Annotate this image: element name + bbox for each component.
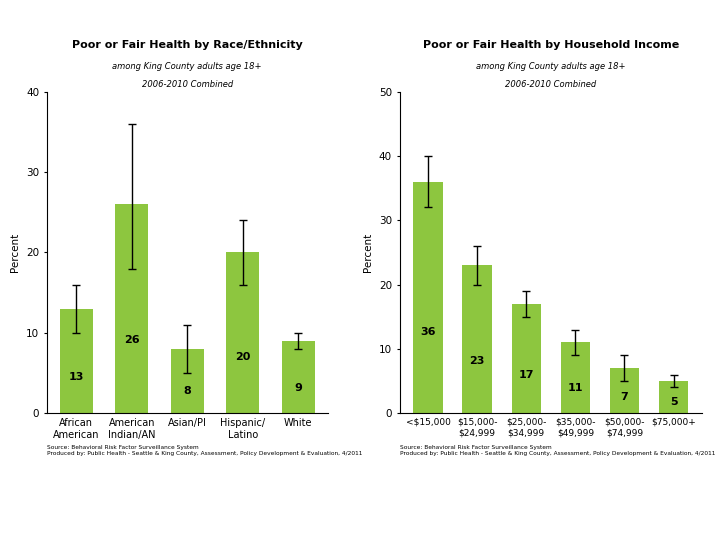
Bar	[659, 381, 688, 413]
Y-axis label: Percent: Percent	[364, 233, 373, 272]
Bar	[413, 182, 443, 413]
Text: 13: 13	[68, 372, 84, 382]
Bar	[610, 368, 639, 413]
Text: 2006-2010 Combined: 2006-2010 Combined	[142, 79, 233, 89]
Bar	[511, 304, 541, 413]
Text: among King County adults age 18+: among King County adults age 18+	[112, 62, 262, 71]
Text: 7: 7	[621, 393, 629, 402]
Text: Poor or Fair Health by Race/Ethnicity: Poor or Fair Health by Race/Ethnicity	[72, 40, 302, 50]
Bar	[171, 349, 204, 413]
Y-axis label: Percent: Percent	[11, 233, 20, 272]
Text: Source: Behavioral Risk Factor Surveillance System
Produced by: Public Health - : Source: Behavioral Risk Factor Surveilla…	[47, 446, 362, 456]
Text: Inequities by Race and Income: Inequities by Race and Income	[13, 23, 374, 43]
Text: among King County adults age 18+: among King County adults age 18+	[476, 62, 626, 71]
Text: 5: 5	[670, 397, 678, 407]
Text: 36: 36	[420, 327, 436, 337]
Text: 8: 8	[184, 386, 191, 396]
Text: 26: 26	[124, 335, 140, 345]
Bar	[462, 265, 492, 413]
Text: 20: 20	[235, 352, 251, 362]
Text: 9: 9	[294, 383, 302, 393]
Text: 17: 17	[518, 370, 534, 380]
Bar	[60, 309, 93, 413]
Text: 23: 23	[469, 356, 485, 366]
Text: Source: Behavioral Risk Factor Surveillance System
Produced by: Public Health - : Source: Behavioral Risk Factor Surveilla…	[400, 446, 715, 456]
Bar	[226, 252, 259, 413]
Text: Poor or Fair Health by Household Income: Poor or Fair Health by Household Income	[423, 40, 679, 50]
Bar	[115, 204, 148, 413]
Bar	[561, 342, 590, 413]
Text: 2006-2010 Combined: 2006-2010 Combined	[505, 79, 596, 89]
Bar	[282, 341, 315, 413]
Text: 11: 11	[567, 383, 583, 393]
